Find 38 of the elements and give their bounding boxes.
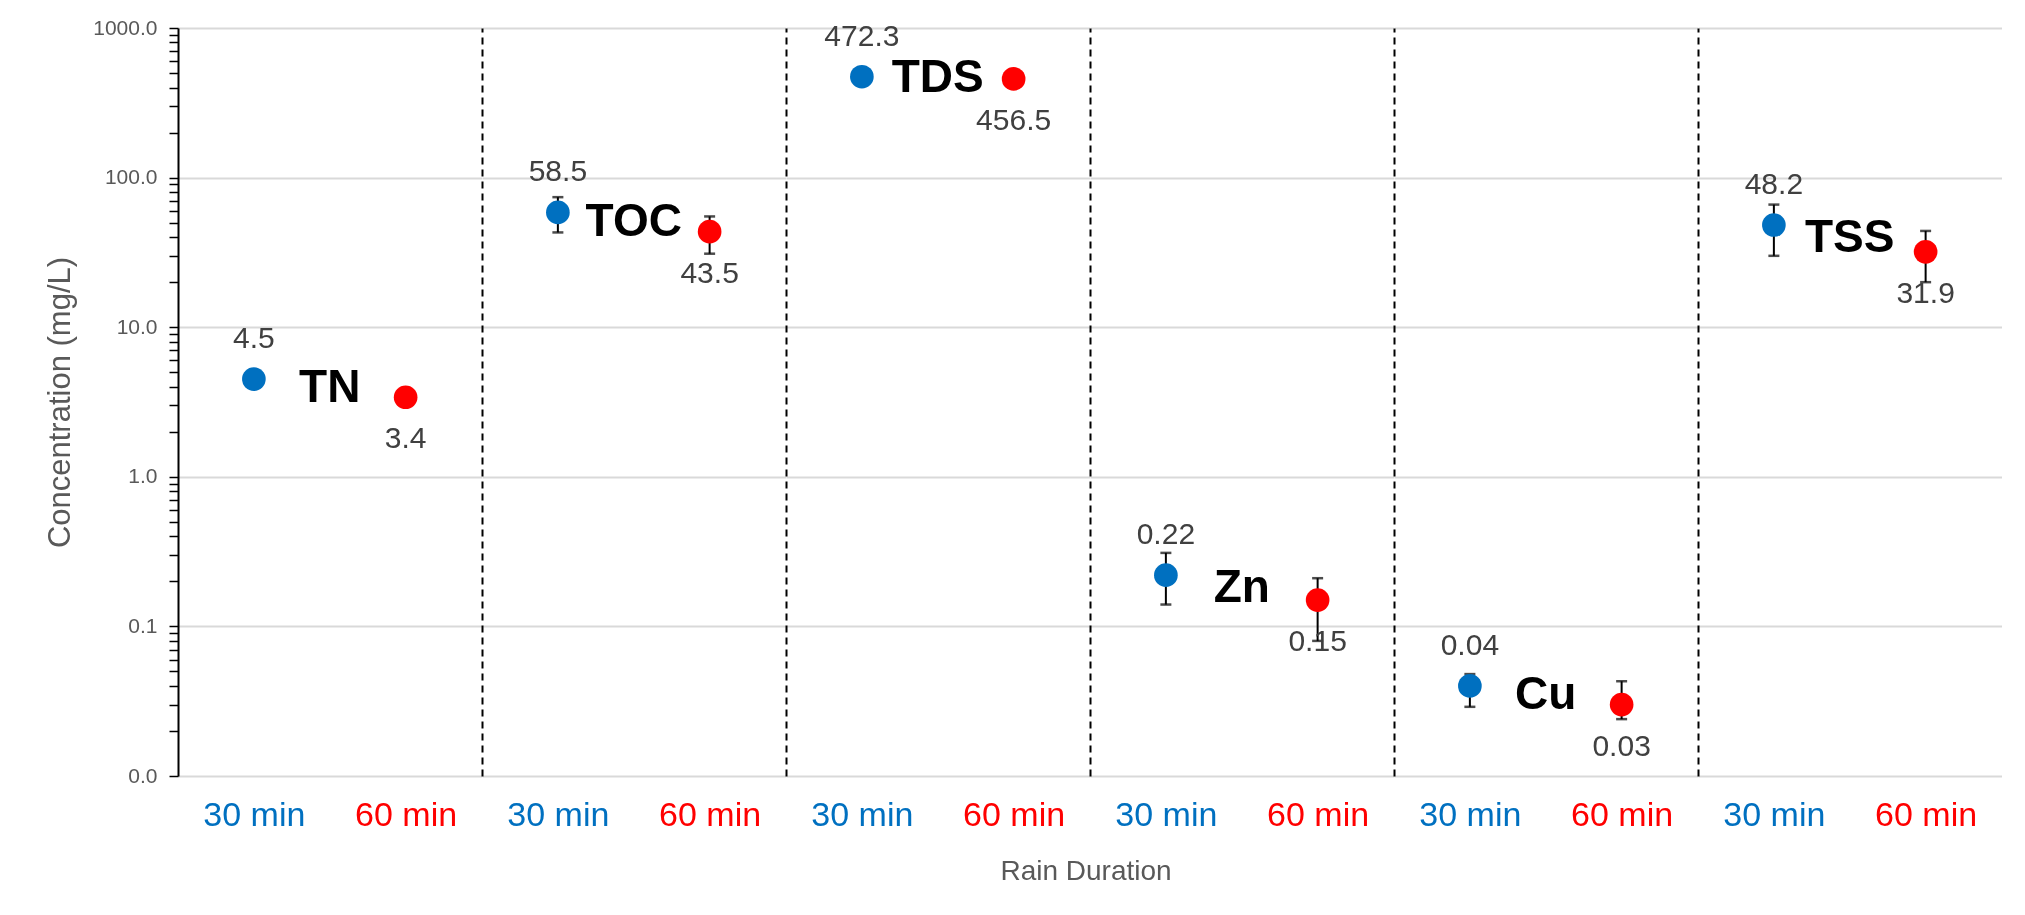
annotation: Zn bbox=[1213, 559, 1270, 612]
x-tick-label: 60 min bbox=[963, 794, 1066, 833]
data-label: 0.04 bbox=[1440, 627, 1500, 661]
x-tick-label: 60 min bbox=[659, 794, 762, 833]
y-axis-title: Concentration (mg/L) bbox=[42, 256, 78, 549]
data-label: 472.3 bbox=[824, 18, 900, 52]
data-label: 0.22 bbox=[1136, 517, 1196, 551]
x-tick-label: 60 min bbox=[1267, 794, 1370, 833]
x-tick-label: 30 min bbox=[507, 794, 610, 833]
x-tick-label: 60 min bbox=[355, 794, 458, 833]
data-label: 4.5 bbox=[233, 321, 275, 355]
data-label: 31.9 bbox=[1896, 275, 1955, 309]
annotation: TN bbox=[299, 360, 361, 413]
x-tick-label: 30 min bbox=[811, 794, 914, 833]
data-label: 3.4 bbox=[384, 421, 427, 455]
data-label: 48.2 bbox=[1744, 167, 1804, 201]
x-tick-label: 60 min bbox=[1875, 794, 1978, 833]
x-tick-label: 60 min bbox=[1571, 794, 1674, 833]
x-tick-label: 30 min bbox=[1115, 794, 1218, 833]
y-tick-label: 0.0 bbox=[128, 763, 158, 787]
y-tick-label: 1000.0 bbox=[93, 15, 158, 39]
x-axis-title: Rain Duration bbox=[1000, 854, 1172, 886]
data-label: 0.15 bbox=[1288, 624, 1347, 658]
data-label: 43.5 bbox=[680, 255, 739, 289]
x-tick-label: 30 min bbox=[1419, 794, 1522, 833]
data-label: 456.5 bbox=[976, 102, 1052, 136]
x-tick-label: 30 min bbox=[1723, 794, 1826, 833]
y-tick-label: 100.0 bbox=[104, 165, 158, 189]
data-label: 58.5 bbox=[528, 154, 588, 188]
y-tick-label: 10.0 bbox=[116, 314, 158, 338]
x-tick-label: 30 min bbox=[203, 794, 306, 833]
annotation: TDS bbox=[891, 49, 984, 102]
annotation: TSS bbox=[1805, 210, 1895, 263]
annotation: Cu bbox=[1515, 667, 1577, 720]
data-label: 0.03 bbox=[1592, 728, 1651, 762]
annotation: TOC bbox=[585, 194, 682, 247]
y-tick-label: 0.1 bbox=[128, 613, 158, 637]
y-tick-label: 1.0 bbox=[128, 464, 158, 488]
